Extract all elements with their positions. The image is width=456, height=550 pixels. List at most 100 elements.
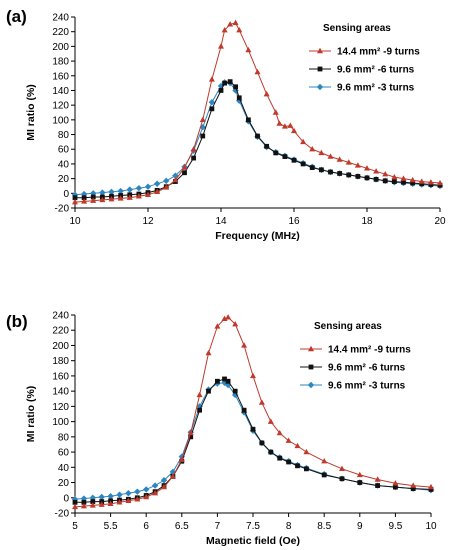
- x-tick-label: 16: [288, 216, 300, 227]
- data-point: [199, 123, 206, 131]
- data-point: [116, 491, 123, 498]
- data-point: [321, 472, 327, 478]
- data-point: [364, 165, 370, 171]
- data-point: [300, 138, 307, 145]
- data-point: [169, 473, 176, 479]
- y-tick-label: 240: [52, 13, 69, 24]
- series-triangle: [72, 19, 443, 205]
- series-line: [74, 382, 432, 500]
- x-axis-title: Magnetic field (Oe): [206, 535, 300, 547]
- data-point: [188, 434, 194, 440]
- data-point: [373, 168, 380, 174]
- data-point: [116, 499, 123, 505]
- data-point: [409, 176, 416, 183]
- data-point: [264, 143, 270, 149]
- data-point: [291, 127, 297, 134]
- x-tick-label: 10: [425, 521, 437, 532]
- data-point: [364, 175, 370, 181]
- y-tick-label: 100: [52, 115, 69, 126]
- y-tick-label: 20: [58, 478, 70, 489]
- data-point: [437, 182, 443, 188]
- data-point: [72, 503, 78, 510]
- y-tick-label: 220: [52, 27, 69, 38]
- data-point: [250, 372, 256, 379]
- data-point: [428, 182, 434, 187]
- data-point: [285, 437, 292, 443]
- data-point: [154, 188, 161, 195]
- data-point: [196, 391, 203, 398]
- data-point: [276, 429, 283, 436]
- data-point: [125, 490, 132, 497]
- data-point: [206, 388, 211, 394]
- y-tick-label: 100: [52, 417, 69, 428]
- data-point: [236, 27, 243, 33]
- data-point: [191, 155, 197, 161]
- y-tick-label: 200: [52, 341, 69, 352]
- y-tick-label: 160: [52, 71, 69, 82]
- data-point: [328, 169, 333, 175]
- data-point: [126, 194, 133, 200]
- legend-entry: 9.6 mm² -3 turns: [328, 381, 406, 392]
- data-point: [178, 456, 185, 462]
- data-point: [254, 68, 261, 75]
- data-point: [356, 471, 363, 478]
- data-point: [258, 399, 265, 405]
- data-point: [236, 95, 242, 101]
- y-tick-label: 140: [52, 387, 69, 398]
- data-point: [419, 181, 425, 187]
- data-point: [318, 167, 324, 173]
- data-point: [153, 180, 161, 187]
- data-point: [151, 482, 159, 489]
- data-point: [410, 486, 416, 492]
- data-point: [199, 116, 206, 123]
- y-tick-label: 160: [52, 371, 69, 382]
- y-tick-label: 20: [58, 174, 70, 185]
- data-point: [291, 157, 297, 163]
- data-point: [143, 493, 150, 500]
- panel-label: (b): [6, 312, 28, 331]
- data-point: [391, 179, 397, 184]
- legend-entry: 14.4 mm² -9 turns: [337, 47, 420, 58]
- data-point: [391, 173, 398, 180]
- y-tick-label: 60: [58, 448, 70, 459]
- data-point: [267, 418, 274, 424]
- data-point: [346, 172, 352, 178]
- data-point: [241, 407, 247, 413]
- data-point: [161, 483, 167, 490]
- x-tick-label: 7: [215, 521, 221, 532]
- data-point: [354, 162, 361, 168]
- data-point: [393, 484, 398, 490]
- data-point: [221, 315, 228, 322]
- legend-title: Sensing areas: [314, 321, 382, 332]
- data-point: [187, 429, 194, 436]
- data-point: [135, 184, 143, 192]
- y-tick-label: -20: [55, 509, 70, 520]
- data-point: [81, 499, 87, 505]
- legend-entry: 9.6 mm² -6 turns: [337, 65, 415, 76]
- data-point: [317, 47, 323, 54]
- legend: Sensing areas 14.4 mm² -9 turns 9.6 mm² -6…: [300, 321, 411, 392]
- data-point: [221, 27, 228, 33]
- legend-title: Sensing areas: [323, 23, 391, 34]
- y-tick-label: 0: [63, 189, 69, 200]
- data-point: [245, 117, 251, 123]
- x-tick-label: 9: [357, 521, 363, 532]
- data-point: [273, 150, 279, 156]
- data-point: [287, 122, 294, 128]
- x-tick-label: 9.5: [388, 521, 402, 532]
- x-tick-label: 8: [286, 521, 292, 532]
- data-point: [428, 486, 434, 492]
- data-point: [218, 43, 224, 49]
- data-point: [108, 195, 115, 202]
- panel-label: (a): [6, 7, 27, 26]
- data-point: [232, 19, 239, 26]
- data-point: [327, 153, 334, 159]
- data-point: [357, 480, 363, 485]
- data-point: [80, 502, 87, 509]
- x-tick-label: 14: [215, 216, 227, 227]
- data-point: [108, 188, 115, 196]
- y-tick-label: 40: [58, 463, 70, 474]
- data-point: [309, 146, 316, 152]
- data-point: [294, 442, 301, 449]
- data-point: [227, 21, 234, 27]
